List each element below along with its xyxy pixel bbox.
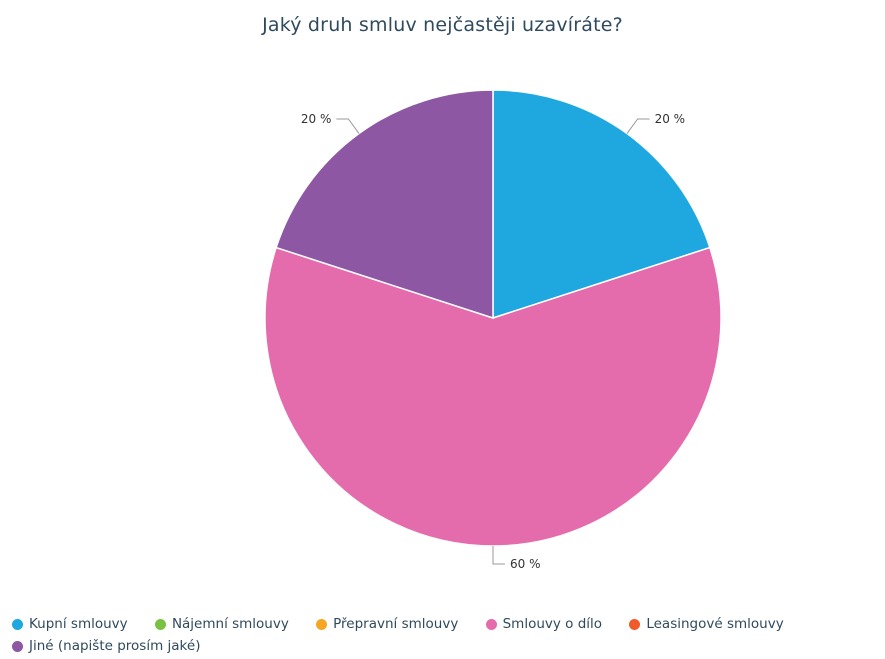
data-label: 60 % — [510, 557, 541, 571]
legend-swatch — [12, 640, 23, 652]
leader-line — [492, 545, 505, 565]
legend-item-dilo[interactable]: Smlouvy o dílo — [485, 613, 603, 635]
pie-slice[interactable] — [492, 89, 711, 320]
pie-slice[interactable] — [275, 89, 494, 320]
legend-label: Leasingové smlouvy — [646, 616, 784, 632]
legend-label: Kupní smlouvy — [29, 616, 128, 632]
legend-swatch — [316, 618, 328, 630]
leader-line — [336, 118, 360, 134]
legend: Kupní smlouvy Nájemní smlouvy Přepravní … — [12, 613, 882, 657]
legend-label: Přepravní smlouvy — [333, 616, 459, 632]
data-label: 20 % — [301, 112, 332, 126]
legend-label: Jiné (napište prosím jaké) — [29, 638, 201, 654]
legend-swatch — [154, 618, 166, 630]
legend-swatch — [629, 618, 641, 630]
data-label: 20 % — [655, 112, 686, 126]
legend-item-jine[interactable]: Jiné (napište prosím jaké) — [12, 635, 200, 657]
pie-slice[interactable] — [264, 246, 722, 547]
legend-item-najemni[interactable]: Nájemní smlouvy — [154, 613, 289, 635]
legend-item-kupni[interactable]: Kupní smlouvy — [12, 613, 128, 635]
leader-line — [626, 118, 650, 134]
legend-swatch — [485, 618, 497, 630]
legend-item-leasingove[interactable]: Leasingové smlouvy — [629, 613, 784, 635]
legend-label: Nájemní smlouvy — [171, 616, 289, 632]
legend-label: Smlouvy o dílo — [502, 616, 603, 632]
legend-swatch — [12, 618, 23, 630]
legend-item-prepravni[interactable]: Přepravní smlouvy — [316, 613, 458, 635]
pie-chart: 20 % 60 % 20 % — [264, 89, 722, 571]
chart-title: Jaký druh smluv nejčastěji uzavíráte? — [262, 14, 623, 36]
